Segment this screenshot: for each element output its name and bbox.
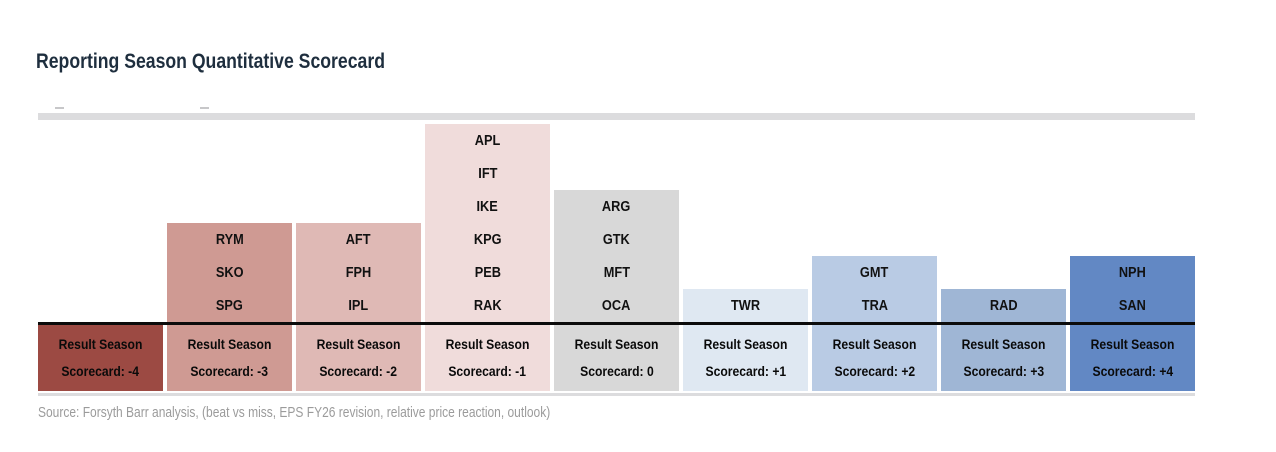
ticker-FPH: FPH [345, 264, 372, 281]
scorecard-column-0: ARG GTK MFT OCA Result Season Scorecard: 0 [554, 124, 679, 391]
ticker-stack--4 [38, 124, 163, 322]
page-title: Reporting Season Quantitative Scorecard [36, 50, 385, 73]
scorecard-columns: Result Season Scorecard: -4 RYM SKO SPG Resul… [38, 124, 1195, 391]
ticker-stack-+3: RAD [941, 124, 1066, 322]
ticker-SKO: SKO [215, 264, 244, 281]
ticker-stack-0: ARG GTK MFT OCA [554, 124, 679, 322]
score-header-line1: Result Season [187, 337, 272, 352]
scorecard-column-+1: TWR Result Season Scorecard: +1 [683, 124, 808, 391]
ticker-block--2: AFT FPH IPL [296, 223, 421, 322]
score-header-line1: Result Season [832, 337, 917, 352]
ticker-stack--1: APL IFT IKE KPG PEB RAK [425, 124, 550, 322]
ticker-stack-+4: NPH SAN [1070, 124, 1195, 322]
ticker-AFT: AFT [346, 231, 371, 248]
scorecard-column--1: APL IFT IKE KPG PEB RAK Result Season Scorecard… [425, 124, 550, 391]
ticker-RYM: RYM [215, 231, 244, 248]
ticker-APL: APL [474, 132, 501, 149]
ticker-block-+3: RAD [941, 289, 1066, 322]
source-note: Source: Forsyth Barr analysis, (beat vs … [38, 404, 551, 421]
ticker-GMT: GMT [860, 264, 889, 281]
score-header-line2: Scorecard: -3 [190, 364, 269, 379]
scorecard-column--2: AFT FPH IPL Result Season Scorecard: -2 [296, 124, 421, 391]
ticker-IKE: IKE [476, 198, 499, 215]
score-header-line2: Scorecard: +1 [705, 364, 786, 379]
ticker-IPL: IPL [348, 297, 369, 314]
ticker-stack--2: AFT FPH IPL [296, 124, 421, 322]
ticker-block-+1: TWR [683, 289, 808, 322]
score-header-line2: Scorecard: 0 [579, 364, 654, 379]
score-header-line1: Result Season [58, 337, 143, 352]
ticker-stack-+2: GMT TRA [812, 124, 937, 322]
ticker-stack-+1: TWR [683, 124, 808, 322]
score-header-line2: Scorecard: +3 [963, 364, 1044, 379]
baseline-divider [38, 322, 1195, 325]
ticker-SAN: SAN [1119, 297, 1146, 314]
ticker-ARG: ARG [602, 198, 631, 215]
score-header-line1: Result Season [703, 337, 788, 352]
score-header--2: Result Season Scorecard: -2 [296, 325, 421, 391]
ticker-OCA: OCA [602, 297, 631, 314]
ticker-stack--3: RYM SKO SPG [167, 124, 292, 322]
scorecard-column-+4: NPH SAN Result Season Scorecard: +4 [1070, 124, 1195, 391]
scorecard-chart: Result Season Scorecard: -4 RYM SKO SPG Resul… [38, 124, 1195, 391]
score-header--3: Result Season Scorecard: -3 [167, 325, 292, 391]
ticker-block-+2: GMT TRA [812, 256, 937, 322]
score-header-line2: Scorecard: +4 [1092, 364, 1173, 379]
ticker-GTK: GTK [603, 231, 630, 248]
ticker-IFT: IFT [477, 165, 498, 182]
ticker-NPH: NPH [1119, 264, 1146, 281]
ticker-RAD: RAD [989, 297, 1018, 314]
score-header-line2: Scorecard: -4 [61, 364, 140, 379]
ticker-TWR: TWR [730, 297, 761, 314]
bottom-gray-rule [38, 393, 1195, 396]
ticker-block--1: APL IFT IKE KPG PEB RAK [425, 124, 550, 322]
ticker-PEB: PEB [474, 264, 501, 281]
cropped-text-artifact [200, 107, 209, 109]
ticker-MFT: MFT [603, 264, 630, 281]
score-header-0: Result Season Scorecard: 0 [554, 325, 679, 391]
ticker-block-+4: NPH SAN [1070, 256, 1195, 322]
score-header-line1: Result Season [316, 337, 401, 352]
cropped-text-artifact [55, 107, 64, 109]
score-header-+2: Result Season Scorecard: +2 [812, 325, 937, 391]
ticker-SPG: SPG [216, 297, 243, 314]
scorecard-column-+2: GMT TRA Result Season Scorecard: +2 [812, 124, 937, 391]
score-header-+1: Result Season Scorecard: +1 [683, 325, 808, 391]
ticker-block--3: RYM SKO SPG [167, 223, 292, 322]
score-header-line1: Result Season [445, 337, 530, 352]
score-header-line2: Scorecard: +2 [834, 364, 915, 379]
top-gray-rule [38, 113, 1195, 120]
ticker-RAK: RAK [473, 297, 502, 314]
score-header--4: Result Season Scorecard: -4 [38, 325, 163, 391]
scorecard-column--3: RYM SKO SPG Result Season Scorecard: -3 [167, 124, 292, 391]
score-header-+3: Result Season Scorecard: +3 [941, 325, 1066, 391]
score-header-line1: Result Season [574, 337, 659, 352]
ticker-KPG: KPG [473, 231, 502, 248]
score-header-line2: Scorecard: -2 [319, 364, 398, 379]
score-header-line2: Scorecard: -1 [448, 364, 527, 379]
ticker-block-0: ARG GTK MFT OCA [554, 190, 679, 322]
ticker-TRA: TRA [861, 297, 888, 314]
score-header-line1: Result Season [961, 337, 1046, 352]
scorecard-column--4: Result Season Scorecard: -4 [38, 124, 163, 391]
score-header-+4: Result Season Scorecard: +4 [1070, 325, 1195, 391]
score-header--1: Result Season Scorecard: -1 [425, 325, 550, 391]
score-header-line1: Result Season [1090, 337, 1175, 352]
scorecard-column-+3: RAD Result Season Scorecard: +3 [941, 124, 1066, 391]
